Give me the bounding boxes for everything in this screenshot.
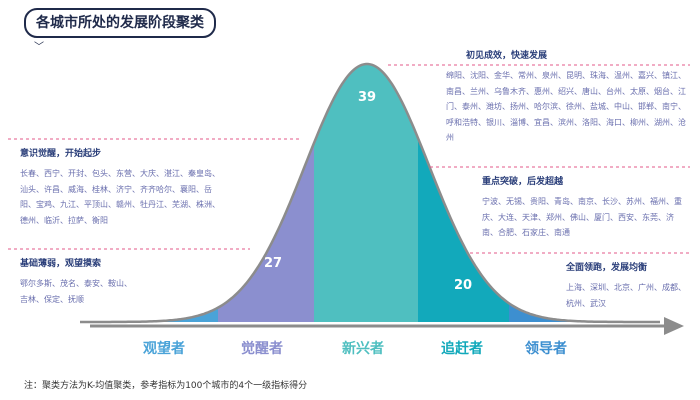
cities-guanwang: 鄂尔多斯、茂名、泰安、鞍山、吉林、保定、抚顺 bbox=[20, 279, 132, 304]
heading-lingdao: 全面领跑，发展均衡 bbox=[566, 263, 648, 273]
segment-lingdao bbox=[509, 303, 580, 322]
label-xinxing: 新兴者 bbox=[342, 341, 384, 357]
cities-zhuigan: 宁波、无锡、贵阳、青岛、南京、长沙、苏州、福州、重庆、大连、天津、郑州、佛山、厦… bbox=[482, 197, 682, 237]
heading-xinxing: 初见成效，快速发展 bbox=[466, 51, 548, 61]
label-zhuigan: 追赶者 bbox=[441, 341, 483, 357]
count-juexing: 27 bbox=[263, 256, 283, 271]
cities-juexing: 长春、西宁、开封、包头、东营、大庆、湛江、秦皇岛、汕头、许昌、威海、桂林、济宁、… bbox=[20, 169, 220, 225]
label-juexing: 觉醒者 bbox=[241, 341, 283, 357]
page-title: 各城市所处的发展阶段聚类 bbox=[24, 8, 216, 38]
x-axis-arrow-icon bbox=[664, 317, 684, 335]
cities-xinxing: 绵阳、沈阳、金华、常州、泉州、昆明、珠海、温州、嘉兴、镇江、南昌、兰州、乌鲁木齐… bbox=[446, 71, 686, 142]
footnote: 注：聚类方法为K-均值聚类，参考指标为100个城市的4个一级指标得分 bbox=[24, 381, 308, 391]
count-lingdao: 7 bbox=[541, 304, 551, 319]
segment-xinxing bbox=[314, 64, 418, 322]
count-guanwang: 7 bbox=[180, 304, 190, 319]
heading-guanwang: 基础薄弱，观望摸索 bbox=[20, 259, 102, 269]
count-xinxing: 39 bbox=[357, 90, 377, 105]
segment-guanwang bbox=[150, 307, 218, 322]
count-zhuigan: 20 bbox=[453, 278, 473, 293]
segment-juexing bbox=[218, 143, 314, 322]
chevron-down-icon: ﹀ bbox=[34, 42, 44, 53]
heading-juexing: 意识觉醒，开始起步 bbox=[20, 149, 102, 159]
label-lingdao: 领导者 bbox=[525, 341, 567, 357]
segment-zhuigan bbox=[418, 138, 509, 322]
cities-lingdao: 上海、深圳、北京、广州、成都、杭州、武汉 bbox=[566, 283, 686, 308]
bell-curve-line bbox=[80, 62, 660, 324]
heading-zhuigan: 重点突破，后发超越 bbox=[482, 177, 564, 187]
label-guanwang: 观望者 bbox=[143, 341, 185, 357]
